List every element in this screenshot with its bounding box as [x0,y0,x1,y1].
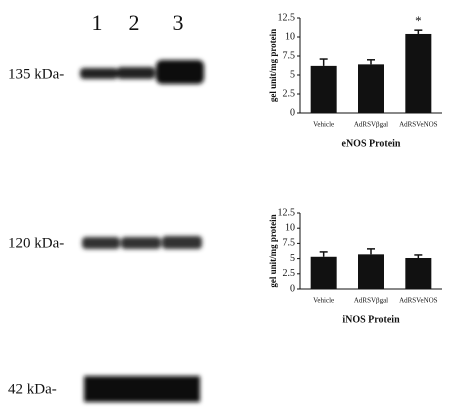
x-tick-label: AdRSVβgal [354,121,388,129]
chart-title: eNOS Protein [342,138,401,149]
y-tick-label: 10 [285,222,295,233]
y-tick-label: 0 [290,283,295,294]
y-axis-label: gel unit/mg protein [268,29,278,102]
x-tick-label: AdRSVeNOS [399,297,438,305]
y-tick-label: 2.5 [283,268,296,279]
bar [358,64,384,113]
y-axis-label: gel unit/mg protein [268,214,278,287]
bar [405,257,432,289]
bar [358,254,384,289]
x-tick-label: AdRSVeNOS [399,121,438,129]
lane-label: 2 [129,10,140,35]
y-tick-label: 2.5 [283,88,296,99]
blot-bands [80,60,204,402]
x-tick-label: AdRSVβgal [354,297,388,305]
annotation: * [415,13,422,28]
y-tick-label: 12.5 [278,207,296,218]
marker-label: 120 kDa- [8,235,64,251]
y-tick-label: 7.5 [283,238,296,249]
y-tick-label: 10 [285,31,295,42]
bar [310,256,337,289]
marker-label: 42 kDa- [8,381,57,397]
y-tick-label: 12.5 [278,12,296,23]
marker-label: 135 kDa- [8,66,64,82]
y-tick-label: 0 [290,107,295,118]
y-tick-label: 7.5 [283,50,296,61]
lane-label: 3 [173,10,184,35]
lane-label: 1 [92,10,103,35]
y-tick-label: 5 [290,69,295,80]
chart-title: iNOS Protein [342,314,400,325]
bar [310,65,337,113]
y-tick-label: 5 [290,253,295,264]
bar [405,33,432,113]
x-tick-label: Vehicle [313,297,334,305]
x-tick-label: Vehicle [313,121,334,129]
